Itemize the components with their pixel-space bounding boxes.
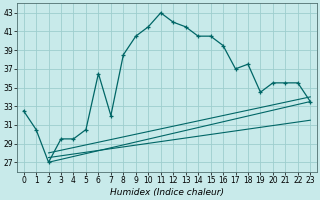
X-axis label: Humidex (Indice chaleur): Humidex (Indice chaleur) <box>110 188 224 197</box>
